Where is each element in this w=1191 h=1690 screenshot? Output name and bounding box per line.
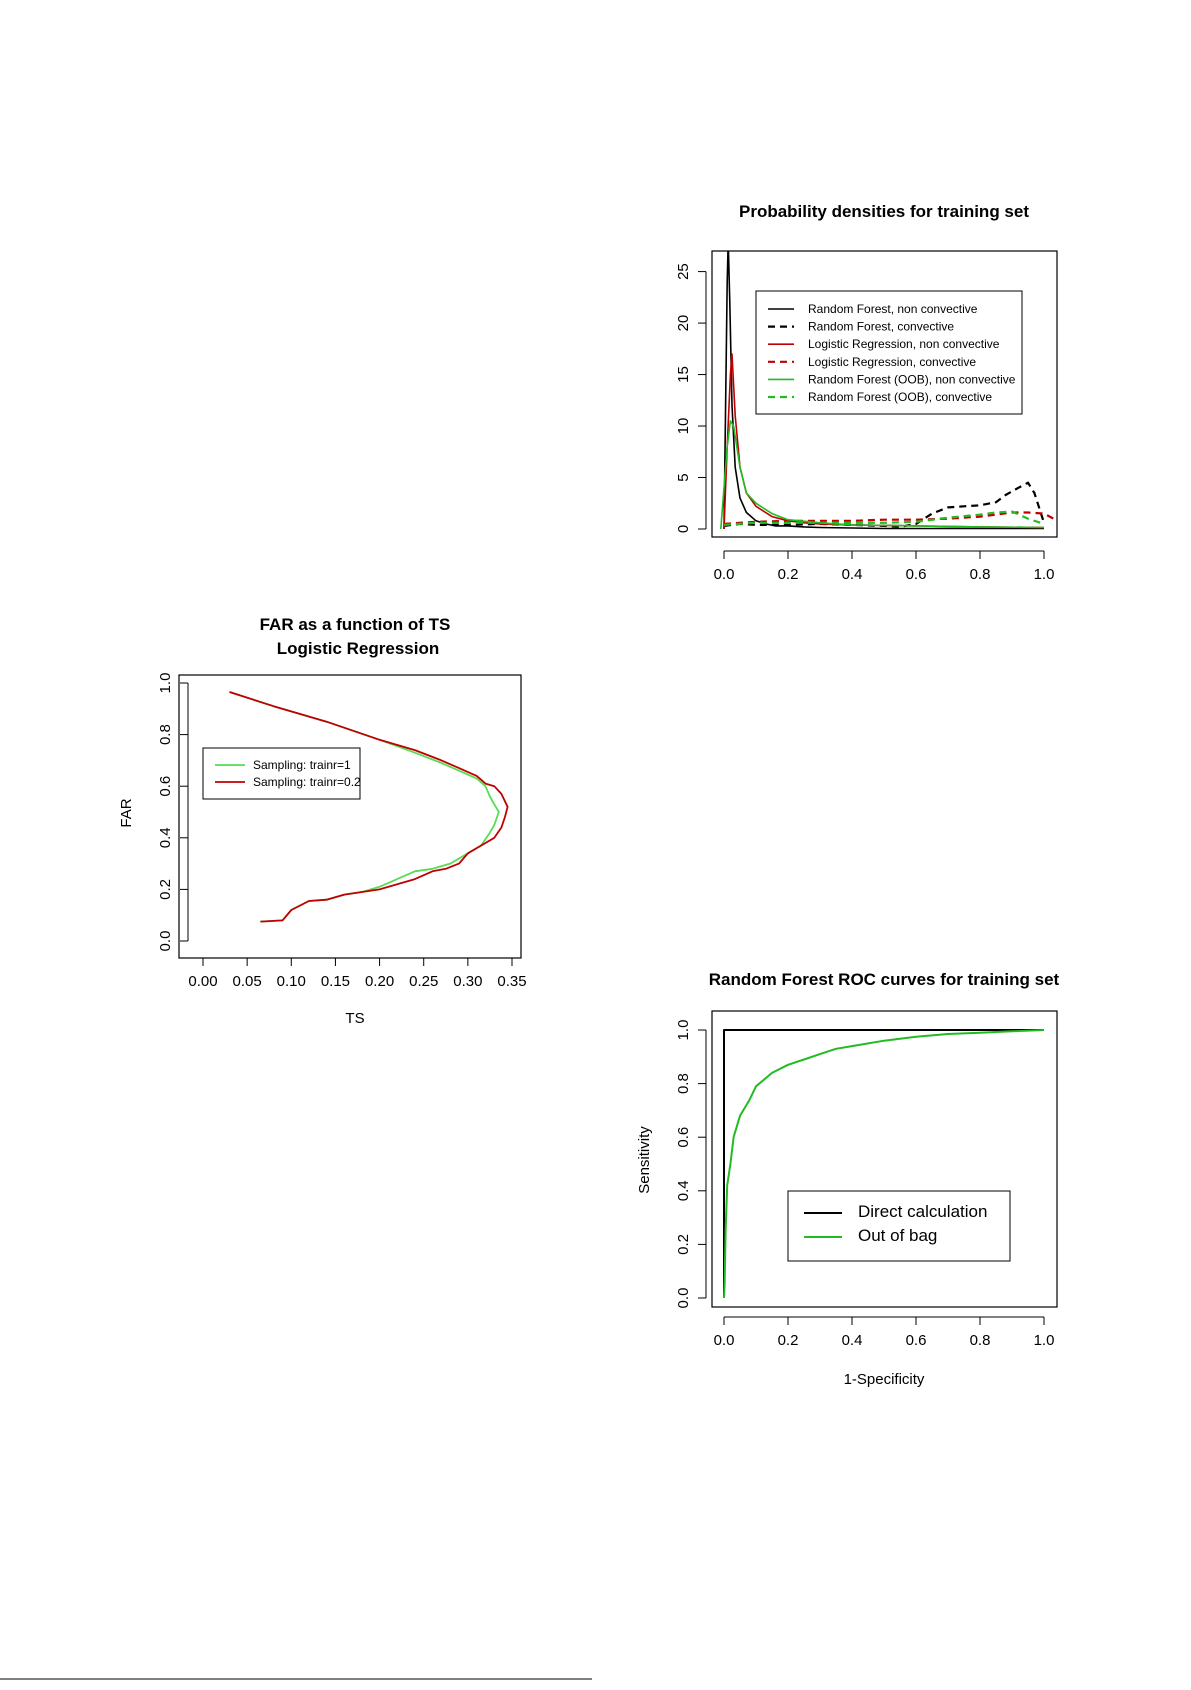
- x-tick-label: 0.05: [233, 973, 262, 990]
- x-tick-label: 0.30: [453, 973, 482, 990]
- y-tick-label: 0.0: [157, 931, 174, 952]
- x-tick-label: 0.0: [714, 1332, 735, 1349]
- x-tick-label: 0.4: [842, 1332, 863, 1349]
- y-tick-label: 1.0: [675, 1020, 692, 1041]
- series-line-0: [723, 251, 1044, 530]
- y-tick-label: 5: [675, 473, 692, 481]
- x-tick-label: 0.00: [188, 973, 217, 990]
- legend-label: Direct calculation: [858, 1202, 987, 1221]
- roc-xlabel: 1-Specificity: [844, 1371, 925, 1388]
- y-tick-label: 0: [675, 525, 692, 533]
- series-line-1: [229, 691, 509, 923]
- far-ts-legend-items: Sampling: trainr=1 Sampling: trainr=0.2: [215, 758, 361, 789]
- x-tick-label: 0.15: [321, 973, 350, 990]
- x-tick-label: 0.20: [365, 973, 394, 990]
- roc-ylabel: Sensitivity: [636, 1126, 653, 1194]
- roc-legend-box: [787, 1190, 1011, 1262]
- y-tick-label: 0.8: [157, 724, 174, 745]
- series-line-0: [723, 1029, 1044, 1298]
- roc-chart-title: Random Forest ROC curves for training se…: [709, 970, 1060, 989]
- series-line-5: [723, 510, 1045, 526]
- x-tick-label: 0.6: [906, 566, 927, 583]
- legend-label: Random Forest (OOB), convective: [808, 390, 992, 404]
- far-ts-xlabel: TS: [345, 1010, 364, 1027]
- x-tick-label: 0.4: [842, 566, 863, 583]
- x-tick-label: 0.6: [906, 1332, 927, 1349]
- y-tick-label: 0.2: [157, 879, 174, 900]
- density-plot-frame: [711, 250, 1058, 538]
- legend-label: Logistic Regression, convective: [808, 355, 976, 369]
- x-tick-label: 0.10: [277, 973, 306, 990]
- x-tick-label: 0.35: [497, 973, 526, 990]
- series-line-0: [229, 691, 500, 923]
- x-tick-label: 0.0: [714, 566, 735, 583]
- y-tick-label: 0.0: [675, 1288, 692, 1309]
- far-ts-legend: Sampling: trainr=1 Sampling: trainr=0.2: [202, 747, 361, 800]
- far-ts-chart-title: FAR as a function of TS: [260, 615, 451, 634]
- series-line-1: [723, 481, 1046, 529]
- legend-label: Out of bag: [858, 1226, 937, 1245]
- x-tick-label: 0.8: [970, 566, 991, 583]
- y-tick-label: 0.6: [157, 776, 174, 797]
- series-line-1: [723, 1029, 1045, 1299]
- roc-legend-items: Direct calculation Out of bag: [804, 1202, 987, 1245]
- y-tick-label: 0.4: [157, 827, 174, 848]
- legend-label: Random Forest (OOB), non convective: [808, 372, 1016, 386]
- far-ts-chart-subtitle: Logistic Regression: [277, 639, 439, 658]
- y-tick-label: 1.0: [157, 673, 174, 694]
- far-ts-series-lines: [229, 691, 509, 923]
- roc-series-lines: [723, 1029, 1045, 1299]
- y-tick-label: 10: [675, 418, 692, 435]
- x-tick-label: 0.2: [778, 1332, 799, 1349]
- x-tick-label: 0.25: [409, 973, 438, 990]
- legend-label: Sampling: trainr=1: [253, 758, 351, 772]
- roc-plot-frame: [711, 1010, 1058, 1308]
- far-ts-ylabel: FAR: [118, 798, 135, 827]
- density-legend: Random Forest, non convective Random Fore…: [755, 290, 1023, 415]
- density-chart-title: Probability densities for training set: [739, 202, 1029, 221]
- density-legend-items: Random Forest, non convective Random Fore…: [768, 302, 1016, 404]
- y-tick-label: 25: [675, 263, 692, 280]
- legend-label: Logistic Regression, non convective: [808, 337, 1000, 351]
- far-ts-axes: 0.00 0.05 0.10 0.15 0.20 0.25 0.30 0.35 0.0 0.2 0.…: [157, 673, 527, 990]
- far-ts-chart: FAR as a function of TS Logistic Regress…: [118, 615, 527, 1027]
- y-tick-label: 15: [675, 366, 692, 383]
- x-tick-label: 0.2: [778, 566, 799, 583]
- y-tick-label: 0.4: [675, 1180, 692, 1201]
- x-tick-label: 1.0: [1034, 1332, 1055, 1349]
- y-tick-label: 0.8: [675, 1073, 692, 1094]
- roc-axes: 0.0 0.2 0.4 0.6 0.8 1.0 0.0 0.2 0.4 0.6 0.8 1.0: [675, 1020, 1054, 1349]
- roc-legend: Direct calculation Out of bag: [787, 1190, 1011, 1262]
- y-tick-label: 20: [675, 315, 692, 332]
- density-axes: 0.0 0.2 0.4 0.6 0.8 1.0 0 5 10 15 20 25: [675, 263, 1054, 583]
- legend-label: Sampling: trainr=0.2: [253, 775, 361, 789]
- density-chart: Probability densities for training set 0…: [675, 202, 1058, 583]
- x-tick-label: 0.8: [970, 1332, 991, 1349]
- far-ts-legend-box: [202, 747, 361, 800]
- x-tick-label: 1.0: [1034, 566, 1055, 583]
- y-tick-label: 0.2: [675, 1234, 692, 1255]
- density-series-lines: [720, 251, 1055, 530]
- far-ts-plot-frame: [178, 674, 522, 959]
- density-legend-box: [755, 290, 1023, 415]
- roc-chart: Random Forest ROC curves for training se…: [636, 970, 1060, 1388]
- y-tick-label: 0.6: [675, 1127, 692, 1148]
- series-line-4: [720, 420, 1045, 530]
- legend-label: Random Forest, convective: [808, 320, 954, 334]
- legend-label: Random Forest, non convective: [808, 302, 978, 316]
